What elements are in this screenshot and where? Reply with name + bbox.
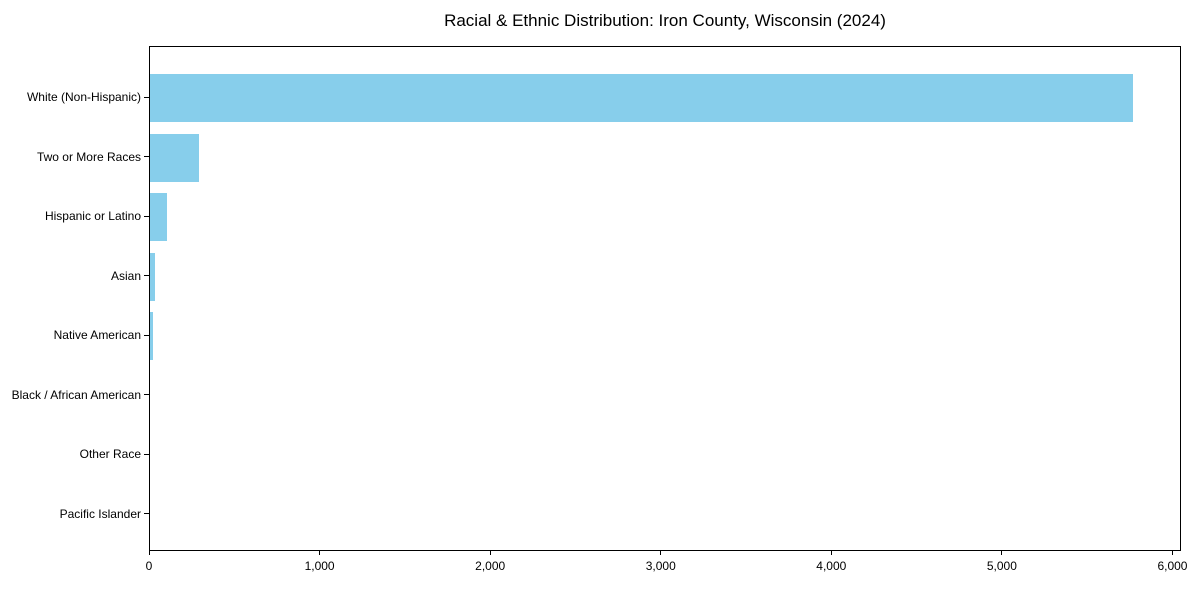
plot-area [149,46,1181,551]
x-tick [1171,551,1173,555]
y-tick [144,96,149,98]
y-tick-label: Pacific Islander [59,506,141,521]
x-tick-label: 6,000 [1157,559,1188,573]
x-tick [319,551,321,555]
bar [150,193,168,242]
y-tick-label: Black / African American [11,387,141,402]
y-tick [144,334,149,336]
y-tick [144,453,149,455]
x-tick [148,551,150,555]
y-tick [144,215,149,217]
y-tick [144,394,149,396]
y-tick-label: White (Non-Hispanic) [26,90,141,104]
bar [150,312,153,361]
x-tick-label: 5,000 [986,559,1017,573]
bar [150,133,200,182]
x-tick-label: 4,000 [816,559,847,573]
chart-title: Racial & Ethnic Distribution: Iron Count… [444,11,886,30]
y-tick-label: Two or More Races [36,149,141,164]
y-tick [144,275,149,277]
x-tick [1001,551,1003,555]
x-tick-label: 1,000 [304,559,335,573]
y-tick-label: Asian [110,268,141,283]
x-tick [830,551,832,555]
x-tick [489,551,491,555]
x-tick [660,551,662,555]
bar [150,74,1133,122]
bar [150,252,156,301]
x-tick-label: 3,000 [645,559,676,573]
y-tick [144,513,149,515]
y-tick-label: Other Race [79,447,141,462]
y-tick-label: Hispanic or Latino [44,209,141,224]
y-tick-label: Native American [53,328,141,343]
x-tick-label: 0 [145,559,153,573]
x-tick-label: 2,000 [475,559,506,573]
y-tick [144,156,149,158]
